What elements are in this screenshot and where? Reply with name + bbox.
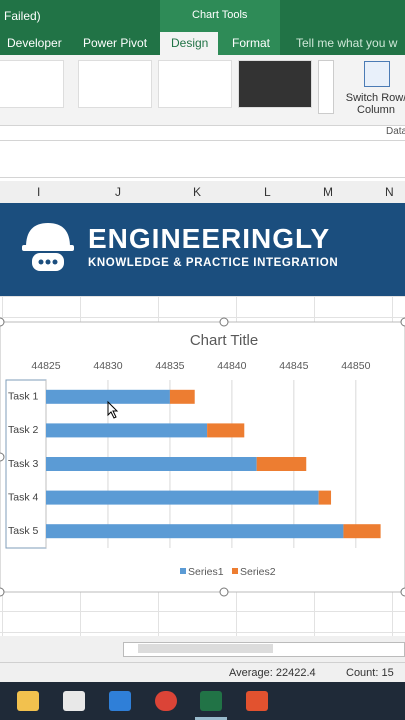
x-tick-label: 44850 — [341, 360, 370, 372]
formula-bar[interactable] — [0, 140, 405, 178]
x-tick-label: 44835 — [155, 360, 184, 372]
x-tick-label: 44825 — [31, 360, 60, 372]
bar — [343, 524, 381, 539]
title-bar: Failed) Chart Tools — [0, 0, 405, 30]
store-icon[interactable] — [63, 691, 85, 711]
banner: ENGINEERINGLY KNOWLEDGE & PRACTICE INTEG… — [0, 203, 405, 296]
bar — [46, 457, 257, 471]
scroll-thumb[interactable] — [138, 644, 273, 653]
legend-swatch — [232, 568, 238, 574]
chart-style[interactable] — [78, 60, 152, 108]
y-tick-label: Task 1 — [8, 391, 39, 403]
resize-handle — [0, 587, 5, 597]
tell-me[interactable]: Tell me what you w — [296, 36, 398, 50]
tab[interactable]: Design — [171, 36, 209, 50]
status-average: Average: 22422.4 — [229, 667, 316, 679]
resize-handle — [400, 587, 405, 597]
resize-handle — [219, 587, 229, 597]
column-header: K — [193, 185, 202, 199]
bar — [46, 490, 319, 505]
x-tick-label: 44830 — [93, 360, 122, 372]
resize-handle — [400, 317, 405, 327]
selected-tab — [160, 32, 218, 55]
chart-style[interactable] — [158, 60, 232, 108]
sheet-footer — [0, 636, 405, 662]
bar — [46, 389, 170, 404]
active-indicator — [195, 717, 227, 720]
x-tick-label: 44840 — [217, 360, 246, 372]
column-header: I — [37, 185, 41, 199]
chrome-icon[interactable] — [155, 691, 177, 711]
brand: ENGINEERINGLY — [88, 223, 331, 254]
switch-icon — [364, 61, 390, 87]
bar — [207, 423, 245, 438]
bar — [46, 524, 344, 539]
logo — [22, 223, 74, 271]
legend-swatch — [180, 568, 186, 574]
y-tick-label: Task 5 — [8, 525, 39, 537]
tab[interactable]: Format — [232, 36, 271, 50]
switch-row-column[interactable]: Switch Row/ Column — [345, 92, 405, 116]
context-tab: Chart Tools — [192, 9, 248, 21]
bar — [318, 490, 332, 505]
y-tick-label: Task 2 — [8, 424, 39, 436]
y-tick-label: Task 3 — [8, 458, 39, 470]
resize-handle — [0, 317, 5, 327]
ribbon: Switch Row/ Column Data — [0, 55, 405, 137]
x-tick-label: 44845 — [279, 360, 308, 372]
resize-handle — [0, 452, 5, 462]
group-label: Data — [386, 126, 405, 137]
tab[interactable]: Power Pivot — [83, 36, 148, 50]
app-icon[interactable] — [246, 691, 268, 711]
status-count: Count: 15 — [346, 667, 394, 679]
ribbon-tabs: Developer Power Pivot Design Format Tell… — [0, 30, 405, 55]
column-headers: I J K L M N — [0, 181, 405, 204]
explorer-icon[interactable] — [17, 691, 39, 711]
y-tick-label: Task 4 — [8, 491, 39, 503]
gallery-scroll[interactable] — [318, 60, 334, 114]
window-title: Failed) — [4, 9, 41, 23]
column-header: M — [323, 185, 333, 199]
taskbar — [0, 682, 405, 720]
resize-handle — [219, 317, 229, 327]
status-bar: Average: 22422.4 Count: 15 — [0, 662, 405, 683]
column-header: L — [264, 185, 271, 199]
chart-style[interactable] — [238, 60, 312, 108]
legend-label: Series2 — [240, 566, 276, 578]
cursor — [107, 400, 119, 419]
bar — [256, 457, 307, 471]
bar — [46, 423, 208, 438]
chart-style[interactable] — [0, 60, 64, 108]
bar — [169, 389, 195, 404]
context-band — [160, 0, 280, 30]
column-header: N — [385, 185, 394, 199]
excel-icon[interactable] — [200, 691, 222, 711]
tagline: KNOWLEDGE & PRACTICE INTEGRATION — [88, 257, 339, 269]
chart-title: Chart Title — [190, 332, 258, 349]
mail-icon[interactable] — [109, 691, 131, 711]
tab[interactable]: Developer — [7, 36, 62, 50]
legend-label: Series1 — [188, 566, 224, 578]
column-header: J — [115, 185, 121, 199]
chart[interactable]: Chart Title 44825 44830 44835 44840 44845 448… — [0, 296, 405, 636]
